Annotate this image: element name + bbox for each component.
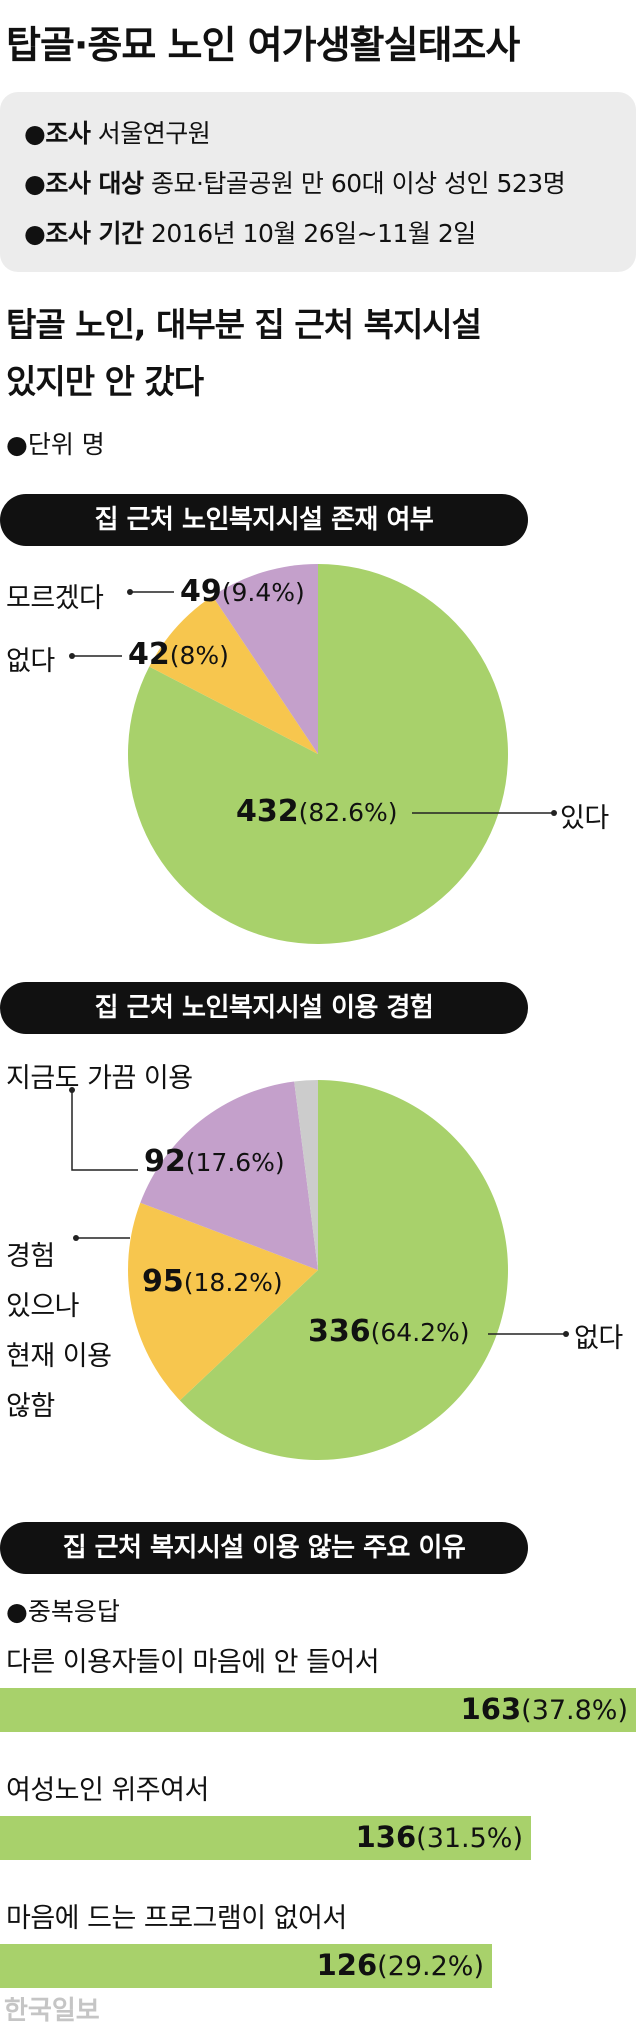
chart1-title: 집 근처 노인복지시설 존재 여부 — [0, 494, 528, 546]
survey-target-key: ●조사 대상 — [24, 169, 144, 198]
reason-2-text: 여성노인 위주여서 — [6, 1775, 209, 1806]
reason-3-bar — [0, 1944, 492, 1988]
reason-2-value: 136(31.5%) — [355, 1820, 523, 1854]
chart2-side-past-2: 있으나 — [6, 1291, 80, 1322]
survey-target: ●조사 대상 종묘·탑골공원 만 60대 이상 성인 523명 — [24, 164, 566, 200]
reason-1-bar — [0, 1688, 636, 1732]
survey-period-value: 2016년 10월 26일~11월 2일 — [143, 219, 476, 248]
chart2-side-past-4: 않함 — [6, 1391, 55, 1422]
survey-org-value: 서울연구원 — [90, 119, 211, 148]
reason-1-text: 다른 이용자들이 마음에 안 들어서 — [6, 1647, 380, 1678]
headline-line1: 탑골 노인, 대부분 집 근처 복지시설 — [6, 305, 482, 344]
chart1-slice-1 — [149, 595, 318, 754]
chart1-label-unknown: 49(9.4%) — [180, 574, 305, 609]
chart1-side-unknown: 모르겠다 — [6, 583, 104, 614]
reason-2-bar — [0, 1816, 531, 1860]
multiple-response-note: ●중복응답 — [6, 1597, 120, 1626]
chart2-slice-1 — [128, 1202, 318, 1401]
chart1-pie — [69, 564, 557, 944]
headline-line2: 있지만 안 갔다 — [6, 362, 204, 401]
chart2-side-current: 지금도 가끔 이용 — [6, 1063, 193, 1094]
unit-label: ●단위 명 — [6, 430, 105, 459]
chart1-leader-yes-dot — [551, 810, 557, 816]
chart2-leader-past-dot — [73, 1235, 79, 1241]
reason-3-value: 126(29.2%) — [316, 1948, 484, 1982]
survey-info-box: ●조사 서울연구원 ●조사 대상 종묘·탑골공원 만 60대 이상 성인 523… — [0, 92, 636, 272]
chart2-leader-current — [71, 1090, 138, 1171]
chart1-leader-unknown-dot — [127, 589, 133, 595]
chart1-side-no: 없다 — [6, 646, 55, 677]
newspaper-logo: 한국일보 — [4, 1996, 100, 2026]
chart2-title: 집 근처 노인복지시설 이용 경험 — [0, 982, 528, 1034]
chart1-slice-2 — [212, 564, 318, 754]
survey-org-key: ●조사 — [24, 119, 91, 148]
reason-3-text: 마음에 드는 프로그램이 없어서 — [6, 1903, 347, 1934]
chart2-label-current: 92(17.6%) — [144, 1144, 285, 1179]
chart2-side-past-1: 경험 — [6, 1241, 55, 1272]
chart2-side-none: 없다 — [574, 1323, 623, 1354]
chart2-leader-current-dot — [69, 1087, 75, 1093]
chart1-label-no: 42(8%) — [128, 637, 229, 672]
reason-1-value: 163(37.8%) — [460, 1692, 628, 1726]
chart2-pie — [69, 1080, 569, 1460]
chart2-slice-2 — [140, 1081, 318, 1270]
chart1-label-yes: 432(82.6%) — [236, 794, 398, 829]
page-title: 탑골·종묘 노인 여가생활실태조사 — [6, 23, 520, 67]
chart2-slice-0 — [179, 1080, 509, 1460]
survey-target-value: 종묘·탑골공원 만 60대 이상 성인 523명 — [143, 169, 566, 198]
chart2-slice-3 — [294, 1080, 318, 1270]
chart2-leader-none-dot — [563, 1331, 569, 1337]
chart2-label-none: 336(64.2%) — [308, 1314, 470, 1349]
survey-org: ●조사 서울연구원 — [24, 114, 211, 150]
chart1-leader-no-dot — [69, 653, 75, 659]
survey-period-key: ●조사 기간 — [24, 219, 144, 248]
chart2-label-past: 95(18.2%) — [142, 1264, 283, 1299]
survey-period: ●조사 기간 2016년 10월 26일~11월 2일 — [24, 214, 476, 250]
chart1-side-yes: 있다 — [560, 803, 609, 834]
chart2-side-past-3: 현재 이용 — [6, 1341, 112, 1372]
chart3-title: 집 근처 복지시설 이용 않는 주요 이유 — [0, 1522, 528, 1574]
